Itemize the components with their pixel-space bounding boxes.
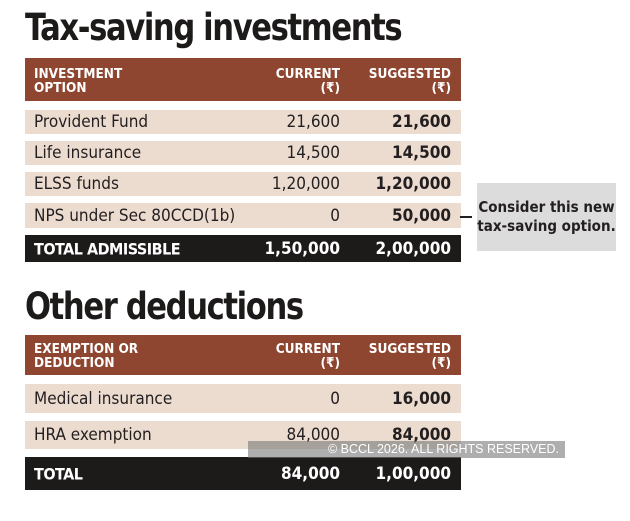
- total-suggested: 2,00,000: [375, 238, 451, 259]
- callout-text: Consider this new tax-saving option.: [477, 198, 616, 235]
- total-label: TOTAL ADMISSIBLE: [34, 239, 181, 258]
- cell-option: Life insurance: [34, 143, 142, 163]
- total-row: TOTAL 84,000 1,00,000: [25, 457, 461, 490]
- header-current: CURRENT (₹): [275, 341, 340, 371]
- cell-suggested: 16,000: [391, 388, 451, 409]
- header-option: INVESTMENT OPTION: [34, 66, 123, 96]
- table-row: ELSS funds 1,20,000 1,20,000: [25, 172, 461, 196]
- total-suggested: 1,00,000: [375, 463, 451, 484]
- header-suggested: SUGGESTED (₹): [368, 341, 451, 371]
- cell-option: NPS under Sec 80CCD(1b): [34, 205, 236, 226]
- total-row: TOTAL ADMISSIBLE 1,50,000 2,00,000: [25, 235, 461, 262]
- table-row: Provident Fund 21,600 21,600: [25, 110, 461, 134]
- table-row: NPS under Sec 80CCD(1b) 0 50,000: [25, 203, 461, 228]
- cell-suggested: 21,600: [391, 112, 451, 132]
- section2-title: Other deductions: [25, 285, 304, 328]
- table-row: Medical insurance 0 16,000: [25, 384, 461, 413]
- copyright-watermark: © BCCL 2026. ALL RIGHTS RESERVED.: [248, 441, 565, 458]
- cell-option: Provident Fund: [34, 112, 149, 132]
- callout-pointer: [460, 216, 472, 218]
- section1-title: Tax-saving investments: [25, 6, 403, 49]
- cell-option: Medical insurance: [34, 388, 173, 409]
- cell-current: 14,500: [286, 143, 341, 163]
- cell-current: 0: [330, 388, 340, 409]
- cell-current: 0: [330, 205, 340, 226]
- table-header: INVESTMENT OPTION CURRENT (₹) SUGGESTED …: [25, 58, 461, 101]
- table-row: HRA exemption 84,000 84,000: [25, 421, 461, 449]
- table-header: EXEMPTION OR DEDUCTION CURRENT (₹) SUGGE…: [25, 335, 461, 375]
- table-row: Life insurance 14,500 14,500: [25, 141, 461, 165]
- cell-current: 84,000: [286, 425, 341, 445]
- cell-option: ELSS funds: [34, 174, 119, 194]
- header-option: EXEMPTION OR DEDUCTION: [34, 341, 139, 371]
- cell-suggested: 14,500: [391, 143, 451, 163]
- total-current: 1,50,000: [264, 238, 340, 259]
- cell-suggested: 50,000: [391, 205, 451, 226]
- total-current: 84,000: [280, 463, 340, 484]
- callout-box: Consider this new tax-saving option.: [477, 183, 616, 251]
- cell-current: 21,600: [286, 112, 341, 132]
- cell-suggested: 84,000: [391, 425, 451, 445]
- cell-suggested: 1,20,000: [375, 174, 451, 194]
- header-suggested: SUGGESTED (₹): [368, 66, 451, 96]
- total-label: TOTAL: [34, 464, 83, 483]
- cell-option: HRA exemption: [34, 425, 152, 445]
- cell-current: 1,20,000: [271, 174, 340, 194]
- header-current: CURRENT (₹): [275, 66, 340, 96]
